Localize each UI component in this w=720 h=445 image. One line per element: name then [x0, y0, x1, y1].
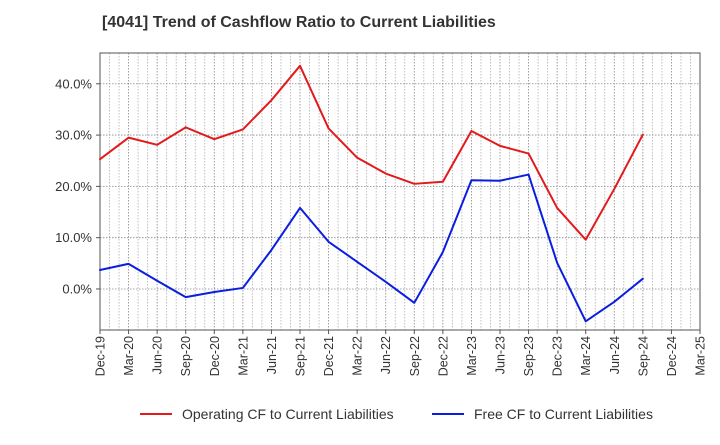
x-tick-label: Dec-20: [208, 336, 222, 376]
x-tick-label: Jun-20: [151, 336, 165, 374]
x-tick-label: Mar-24: [579, 336, 593, 376]
x-tick-label: Dec-22: [436, 336, 450, 376]
y-tick-label: 30.0%: [55, 128, 92, 143]
legend-label: Free CF to Current Liabilities: [474, 406, 653, 422]
y-tick-label: 40.0%: [55, 76, 92, 91]
y-tick-label: 20.0%: [55, 179, 92, 194]
x-tick-label: Dec-24: [665, 336, 679, 376]
x-tick-label: Dec-21: [322, 336, 336, 376]
x-tick-label: Dec-23: [551, 336, 565, 376]
legend-label: Operating CF to Current Liabilities: [182, 406, 394, 422]
x-tick-label: Mar-23: [465, 336, 479, 376]
x-tick-label: Mar-21: [236, 336, 250, 376]
series-line: [99, 173, 644, 323]
x-tick-label: Jun-22: [379, 336, 393, 374]
x-tick-label: Dec-19: [94, 336, 108, 376]
series-line: [99, 64, 644, 241]
y-tick-label: 0.0%: [62, 281, 92, 296]
plot-frame: [99, 52, 701, 331]
series-layer: [99, 64, 644, 323]
axis-layer: 0.0% 10.0% 20.0% 30.0% 40.0% Dec-19 Mar-20 Jun-…: [55, 52, 708, 376]
x-tick-label: Sep-20: [179, 336, 193, 376]
legend-layer: Operating CF to Current Liabilities Free …: [140, 406, 653, 422]
x-tick-label: Jun-23: [494, 336, 508, 374]
x-tick-label: Mar-25: [694, 336, 708, 376]
x-tick-label: Mar-20: [122, 336, 136, 376]
x-tick-label: Jun-24: [608, 336, 622, 374]
chart-title: [4041] Trend of Cashflow Ratio to Curren…: [102, 14, 496, 31]
x-tick-label: Sep-23: [522, 336, 536, 376]
grid-layer: [100, 53, 700, 330]
x-tick-label: Sep-22: [408, 336, 422, 376]
x-tick-label: Mar-22: [351, 336, 365, 376]
x-tick-label: Sep-24: [636, 336, 650, 376]
x-tick-label: Jun-21: [265, 336, 279, 374]
y-tick-label: 10.0%: [55, 230, 92, 245]
x-tick-label: Sep-21: [294, 336, 308, 376]
